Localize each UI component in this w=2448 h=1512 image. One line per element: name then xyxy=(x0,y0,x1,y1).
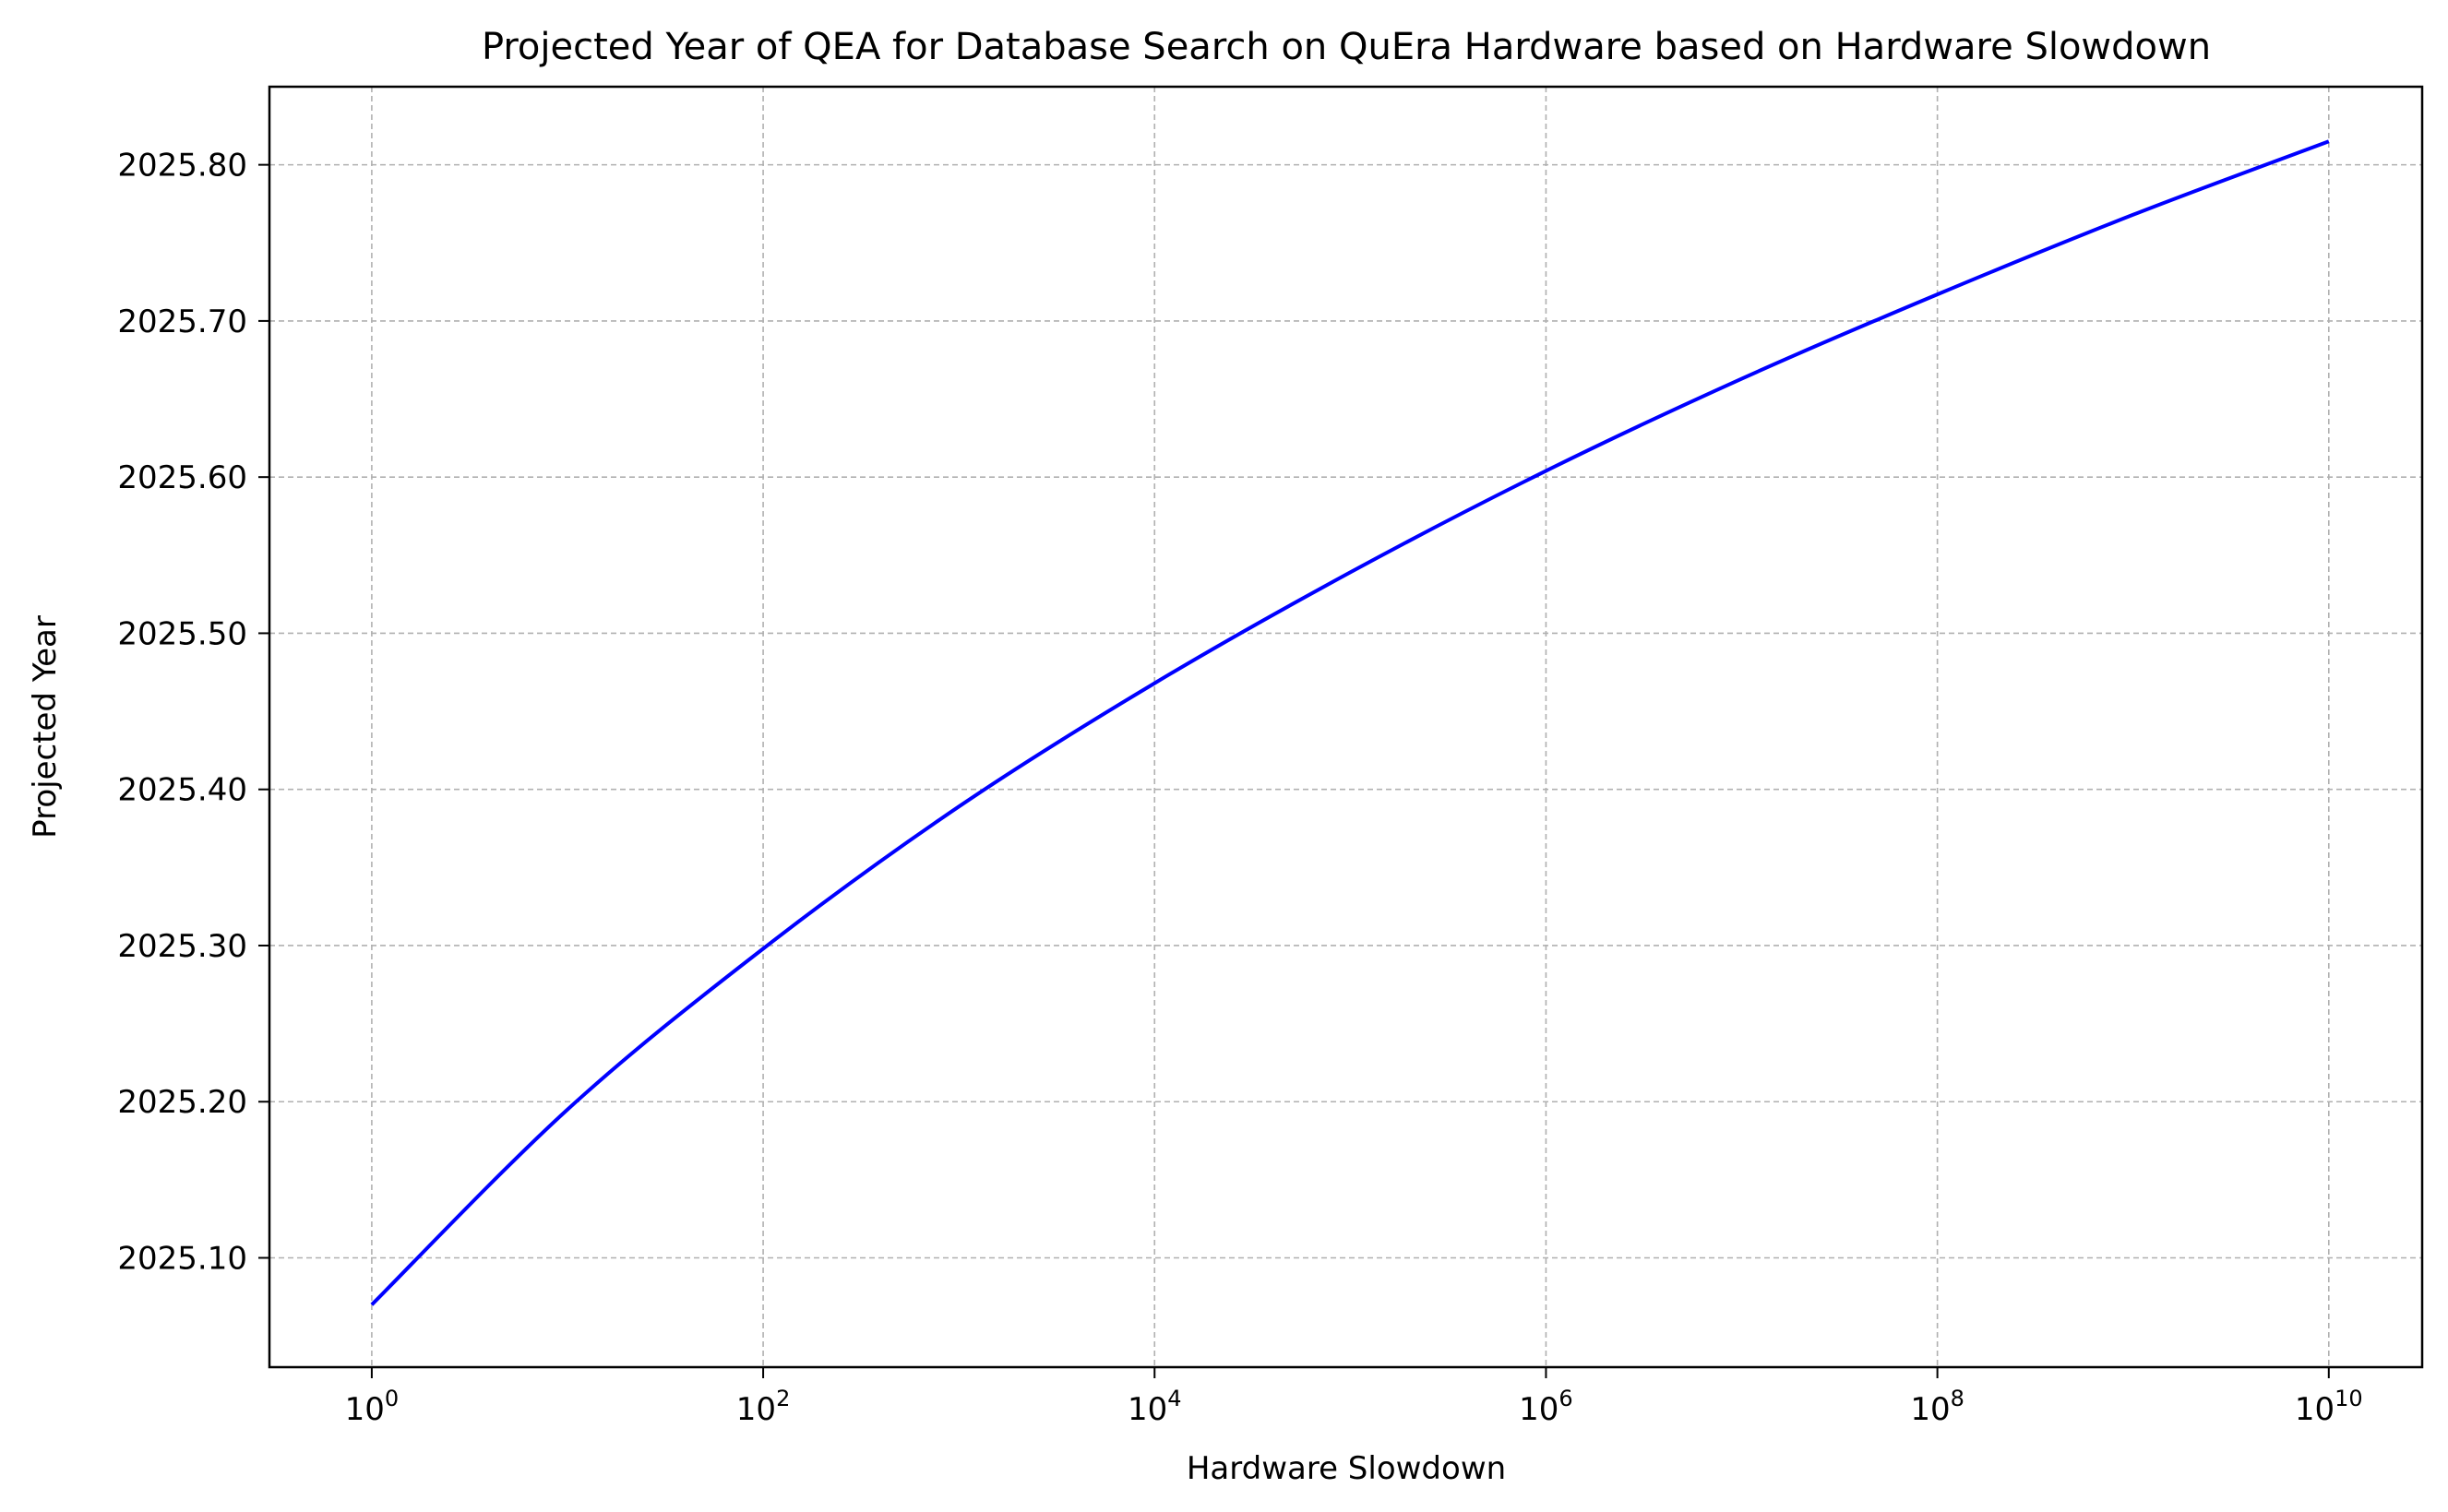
chart-title: Projected Year of QEA for Database Searc… xyxy=(482,26,2211,68)
x-tick-label: 100 xyxy=(345,1386,400,1428)
x-tick-label: 106 xyxy=(1519,1386,1573,1428)
x-tick-base: 10 xyxy=(1910,1391,1950,1428)
series-layer xyxy=(370,139,2330,1306)
y-tick-label: 2025.20 xyxy=(117,1084,247,1121)
x-tick-label: 1010 xyxy=(2295,1386,2363,1428)
x-axis-label: Hardware Slowdown xyxy=(1187,1450,1506,1487)
y-axis-label: Projected Year xyxy=(27,615,64,839)
x-tick-label: 104 xyxy=(1128,1386,1182,1428)
y-tick-label: 2025.40 xyxy=(117,772,247,809)
y-tick-label: 2025.50 xyxy=(117,615,247,652)
y-tick-label: 2025.30 xyxy=(117,928,247,965)
y-tick-label: 2025.70 xyxy=(117,304,247,340)
x-tick-base: 10 xyxy=(736,1391,776,1428)
x-tick-label: 102 xyxy=(736,1386,791,1428)
x-tick-base: 10 xyxy=(345,1391,385,1428)
plot-frame xyxy=(268,85,2424,1369)
x-tick-base: 10 xyxy=(1519,1391,1558,1428)
y-axis-ticks: 2025.10 2025.20 2025.30 2025.40 2025.50 2025.… xyxy=(117,148,269,1278)
x-tick-exponent: 4 xyxy=(1167,1386,1181,1411)
x-tick-label: 108 xyxy=(1910,1386,1964,1428)
x-tick-exponent: 10 xyxy=(2335,1386,2363,1411)
grid xyxy=(269,87,2422,1367)
x-tick-base: 10 xyxy=(1128,1391,1167,1428)
y-tick-label: 2025.80 xyxy=(117,148,247,185)
x-tick-exponent: 6 xyxy=(1558,1386,1572,1411)
x-tick-exponent: 0 xyxy=(385,1386,399,1411)
x-tick-exponent: 8 xyxy=(1951,1386,1964,1411)
series-line xyxy=(370,139,2330,1306)
x-axis-ticks: 100 102 104 106 108 1010 xyxy=(345,1367,2363,1428)
x-tick-base: 10 xyxy=(2295,1391,2335,1428)
y-tick-label: 2025.10 xyxy=(117,1241,247,1278)
y-tick-label: 2025.60 xyxy=(117,459,247,496)
x-tick-exponent: 2 xyxy=(776,1386,790,1411)
